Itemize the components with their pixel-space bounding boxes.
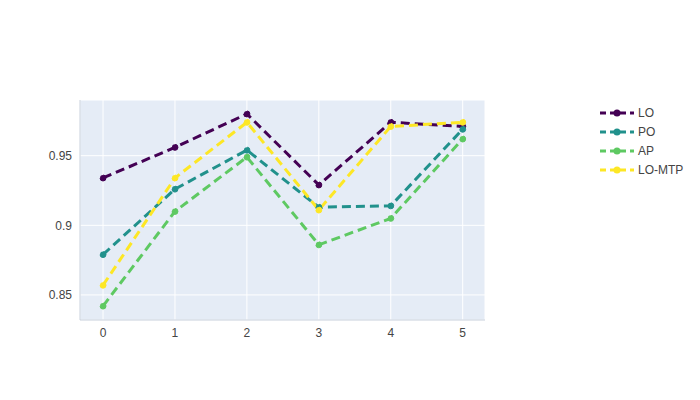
svg-text:1: 1 (172, 326, 179, 340)
svg-text:3: 3 (315, 326, 322, 340)
html-text:LO: LO (638, 105, 654, 120)
html-text:AP: AP (638, 143, 654, 158)
svg-text:5: 5 (459, 326, 466, 340)
html-text:PO: PO (638, 124, 656, 139)
html-text:LO-MTP: LO-MTP (638, 162, 684, 177)
svg-text:0.95: 0.95 (49, 149, 73, 163)
svg-text:0: 0 (100, 326, 107, 340)
svg-text:0.85: 0.85 (49, 288, 73, 302)
svg-text:2: 2 (244, 326, 251, 340)
svg-text:4: 4 (387, 326, 394, 340)
svg-text:0.9: 0.9 (55, 219, 72, 233)
